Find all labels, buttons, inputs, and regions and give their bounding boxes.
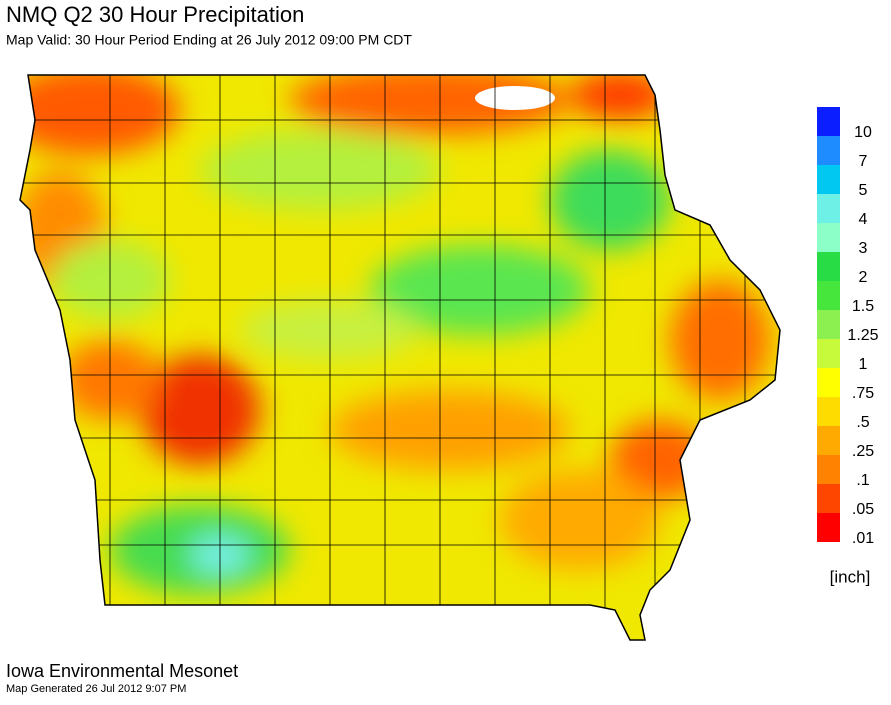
footer-generated: Map Generated 26 Jul 2012 9:07 PM (6, 683, 186, 695)
legend-label: 10 (854, 124, 872, 141)
legend-swatch (817, 165, 840, 194)
legend-label: 1.5 (852, 298, 874, 315)
legend-swatch (817, 281, 840, 310)
legend-unit: [inch] (830, 567, 871, 586)
legend-swatch (817, 194, 840, 223)
legend-label: 1.25 (847, 327, 878, 344)
legend-swatch (817, 426, 840, 455)
county-lines (20, 75, 780, 610)
legend-swatch (817, 484, 840, 513)
legend-label: .01 (852, 530, 874, 547)
legend-swatch (817, 368, 840, 397)
legend-swatch (817, 136, 840, 165)
legend-label: .5 (856, 414, 869, 431)
state-outline (19, 74, 781, 641)
legend-label: 4 (859, 211, 868, 228)
legend-label: 7 (859, 153, 868, 170)
legend: 10 7 5 4 3 2 1.5 1.25 1 .75 .5 .25 .1 .05 .01 (817, 107, 879, 547)
legend-label: .05 (852, 501, 874, 518)
legend-swatch (817, 339, 840, 368)
precipitation-field (20, 75, 780, 640)
legend-swatch (817, 455, 840, 484)
legend-label: 5 (859, 182, 868, 199)
map-title: NMQ Q2 30 Hour Precipitation (6, 2, 304, 27)
legend-label: 1 (859, 356, 868, 373)
map-subtitle: Map Valid: 30 Hour Period Ending at 26 J… (6, 32, 412, 48)
legend-swatch (817, 513, 840, 542)
legend-swatch (817, 397, 840, 426)
footer-source: Iowa Environmental Mesonet (6, 661, 238, 681)
legend-label: .1 (856, 472, 869, 489)
legend-swatch (817, 252, 840, 281)
legend-swatch (817, 310, 840, 339)
legend-label: .75 (852, 385, 874, 402)
legend-label: .25 (852, 443, 874, 460)
legend-label: 2 (859, 269, 868, 286)
legend-swatch (817, 223, 840, 252)
legend-swatch (817, 107, 840, 136)
legend-label: 3 (859, 240, 868, 257)
